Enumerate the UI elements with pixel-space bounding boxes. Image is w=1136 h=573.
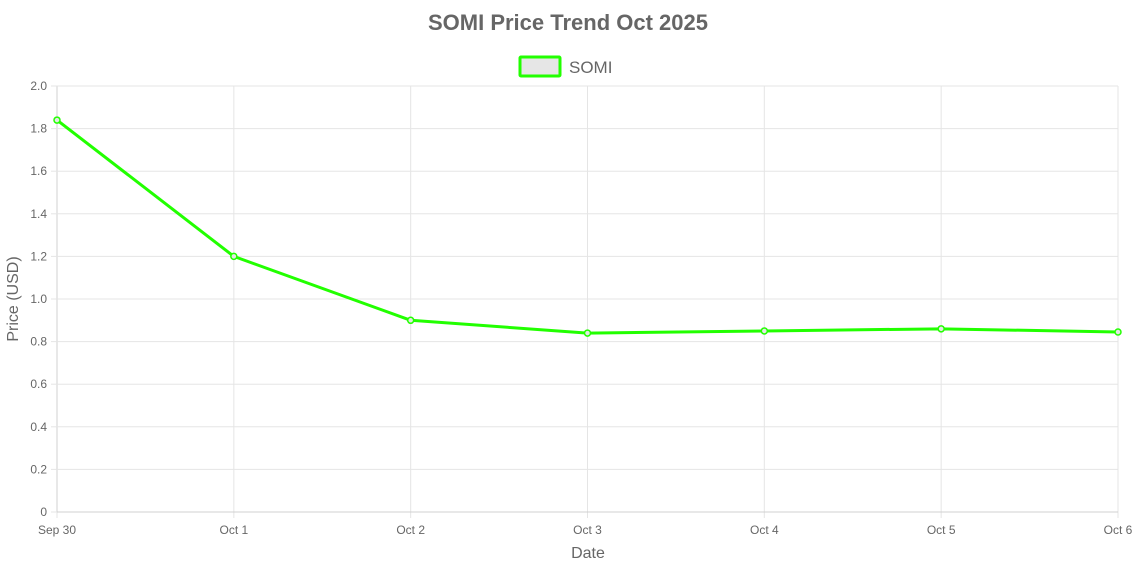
y-tick-label: 1.8: [30, 122, 47, 136]
y-tick-label: 1.6: [30, 164, 47, 178]
y-axis-ticks: 0 0.2 0.4 0.6 0.8 1.0 1.2 1.4 1.6 1.8 2.0: [30, 79, 47, 519]
legend-label-somi[interactable]: SOMI: [569, 58, 612, 77]
x-tick-label: Oct 4: [750, 523, 779, 537]
data-point[interactable]: [760, 327, 769, 335]
legend[interactable]: SOMI: [518, 55, 612, 78]
series-layer: [53, 116, 1122, 337]
y-tick-label: 1.4: [30, 207, 47, 221]
y-gridlines: [51, 85, 1118, 513]
data-point[interactable]: [406, 316, 415, 325]
x-tick-label: Oct 5: [927, 523, 956, 537]
data-point[interactable]: [230, 252, 238, 261]
y-tick-label: 0.4: [30, 420, 47, 434]
y-tick-label: 2.0: [30, 79, 47, 93]
chart-title: SOMI Price Trend Oct 2025: [428, 10, 708, 35]
x-axis-title: Date: [571, 545, 605, 562]
y-axis-title: Price (USD): [5, 256, 22, 341]
x-tick-label: Oct 6: [1104, 523, 1133, 537]
y-tick-label: 0.2: [30, 462, 47, 476]
legend-swatch-somi[interactable]: [518, 55, 562, 78]
data-point[interactable]: [53, 116, 61, 124]
x-tick-label: Oct 2: [396, 523, 425, 537]
y-tick-label: 0.6: [30, 377, 47, 391]
data-point[interactable]: [1114, 328, 1122, 336]
y-tick-label: 1.2: [30, 249, 47, 263]
data-point[interactable]: [583, 329, 592, 337]
x-axis-ticks: Sep 30 Oct 1 Oct 2 Oct 3 Oct 4 Oct 5 Oct 6: [38, 523, 1133, 537]
y-tick-label: 0: [40, 505, 47, 519]
x-tick-label: Oct 3: [573, 523, 602, 537]
x-tick-label: Oct 1: [219, 523, 248, 537]
x-gridlines: [56, 86, 1119, 518]
data-point[interactable]: [937, 325, 945, 333]
x-tick-label: Sep 30: [38, 523, 76, 537]
y-tick-label: 1.0: [30, 292, 47, 306]
y-tick-label: 0.8: [30, 335, 47, 349]
